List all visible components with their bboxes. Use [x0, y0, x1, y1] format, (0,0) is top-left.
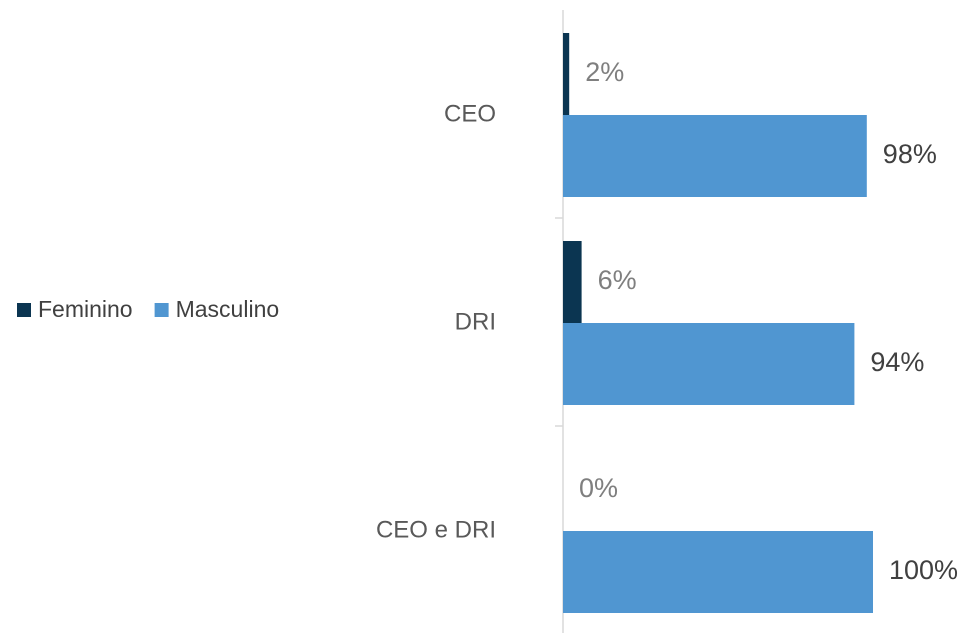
data-label: 0% — [579, 473, 618, 503]
legend-label: Masculino — [176, 296, 280, 322]
category-label: CEO — [444, 100, 496, 127]
data-label: 98% — [883, 139, 937, 169]
bar — [563, 33, 570, 115]
bar — [563, 531, 873, 613]
category-label: DRI — [455, 308, 496, 335]
data-label: 6% — [598, 265, 637, 295]
category-label: CEO e DRI — [376, 516, 496, 543]
bar — [563, 323, 855, 405]
legend-swatch — [154, 303, 169, 317]
bar — [563, 115, 867, 197]
data-label: 94% — [870, 347, 924, 377]
data-label: 100% — [889, 555, 958, 585]
bar — [563, 241, 582, 323]
legend-swatch — [17, 303, 31, 317]
data-label: 2% — [585, 57, 624, 87]
legend-label: Feminino — [38, 296, 133, 322]
